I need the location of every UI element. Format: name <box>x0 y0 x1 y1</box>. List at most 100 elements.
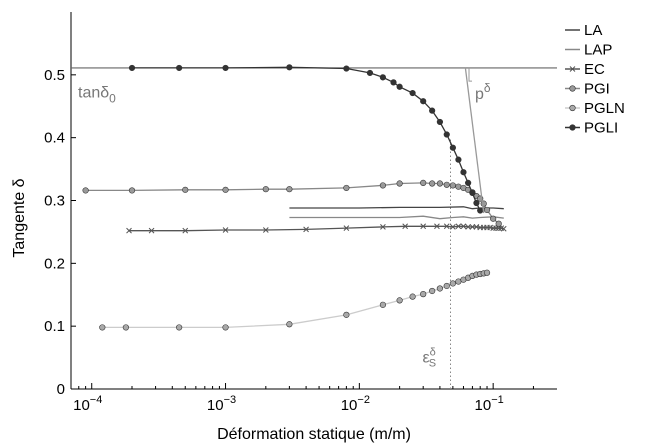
legend-label: PGLN <box>584 100 625 117</box>
data-point <box>396 83 403 90</box>
plot-area <box>82 64 507 331</box>
data-point <box>128 64 136 72</box>
data-point <box>429 107 436 114</box>
data-point <box>436 285 444 292</box>
data-point <box>460 223 467 230</box>
data-point <box>443 223 450 230</box>
legend-swatch-marker <box>569 85 576 92</box>
data-point <box>379 301 387 308</box>
data-point <box>148 227 155 234</box>
series-pgli <box>128 64 484 214</box>
data-point <box>82 187 89 194</box>
p-delta-sup: δ <box>484 81 491 95</box>
series-pgln <box>99 269 491 331</box>
eps-s-delta-base: ε <box>423 350 430 367</box>
data-point <box>128 187 136 194</box>
data-point <box>222 64 229 72</box>
legend-swatch-marker <box>569 104 576 112</box>
y-tick-label: 0.3 <box>44 193 65 210</box>
data-point <box>495 220 502 227</box>
data-point <box>343 311 350 318</box>
data-point <box>443 282 450 290</box>
x-tick-label: 10−3 <box>207 394 236 414</box>
data-point <box>176 324 183 331</box>
data-point <box>262 227 269 233</box>
x-tick-label-exponent: −3 <box>224 394 237 406</box>
data-point <box>500 225 507 232</box>
x-tick-label-base: 10 <box>475 397 492 414</box>
data-point <box>176 64 183 72</box>
series-line <box>102 272 488 329</box>
data-point <box>473 199 480 207</box>
data-point <box>222 186 229 193</box>
data-point <box>343 225 350 232</box>
legend: LA LAP EC PGI PGLN PGLI <box>565 22 625 137</box>
data-point <box>303 226 309 233</box>
tan-delta0-sub: 0 <box>109 92 116 106</box>
data-point <box>222 324 229 331</box>
data-point <box>455 183 462 190</box>
data-point <box>436 180 444 187</box>
data-point <box>465 224 471 230</box>
x-tick-label: 10−2 <box>341 394 370 414</box>
data-point <box>122 324 129 331</box>
legend-label: EC <box>584 61 605 78</box>
data-point <box>420 98 427 105</box>
data-point <box>379 182 387 189</box>
y-tick-label: 0.4 <box>44 130 65 147</box>
data-point <box>390 79 397 86</box>
x-tick-label-exponent: −2 <box>357 394 370 406</box>
data-point <box>380 224 386 230</box>
data-point <box>429 287 436 295</box>
data-point <box>449 182 456 189</box>
data-point <box>443 131 450 138</box>
data-point <box>409 89 416 97</box>
data-point <box>429 180 436 187</box>
legend-swatch-marker <box>569 66 576 72</box>
data-point <box>420 291 427 298</box>
series-line <box>464 67 485 214</box>
data-point <box>455 156 462 163</box>
data-point <box>420 223 427 230</box>
y-tick-label: 0.2 <box>44 255 65 272</box>
eps-s-delta-sup: δ <box>430 347 436 359</box>
x-tick-label-base: 10 <box>73 397 90 414</box>
data-point <box>409 293 416 300</box>
data-point <box>495 225 502 232</box>
data-point <box>443 181 450 188</box>
x-tick-label: 10−1 <box>475 394 504 414</box>
series-la <box>289 206 504 210</box>
legend-item-ec: EC <box>565 61 605 78</box>
data-point <box>449 144 456 151</box>
legend-item-pgli: PGLI <box>565 120 618 137</box>
eps-s-delta-label: εδ S <box>423 347 437 370</box>
slope-triangle <box>468 67 473 82</box>
data-point <box>490 215 497 222</box>
data-point <box>126 227 132 234</box>
data-point <box>455 223 462 230</box>
tan-delta0-base: tanδ <box>78 85 109 102</box>
data-point <box>286 321 293 328</box>
p-delta-label: pδ <box>475 81 491 103</box>
data-point <box>286 186 293 193</box>
y-tick-label: 0.1 <box>44 318 65 335</box>
data-point <box>379 74 387 81</box>
data-point <box>343 184 350 192</box>
x-tick-label-base: 10 <box>341 397 358 414</box>
x-tick-label: 10−4 <box>73 394 102 414</box>
y-tick-label: 0 <box>57 381 65 398</box>
legend-swatch-marker <box>569 124 576 131</box>
data-point <box>449 280 456 287</box>
series-pgi <box>82 179 502 227</box>
series-ec <box>126 223 507 234</box>
data-point <box>343 65 350 72</box>
data-point <box>436 118 444 126</box>
legend-label: LAP <box>584 42 612 59</box>
data-point <box>434 223 440 230</box>
legend-label: PGI <box>584 81 610 98</box>
data-point <box>483 269 491 276</box>
data-point <box>469 189 476 197</box>
x-tick-label-exponent: −1 <box>491 394 504 406</box>
data-point <box>366 69 374 77</box>
